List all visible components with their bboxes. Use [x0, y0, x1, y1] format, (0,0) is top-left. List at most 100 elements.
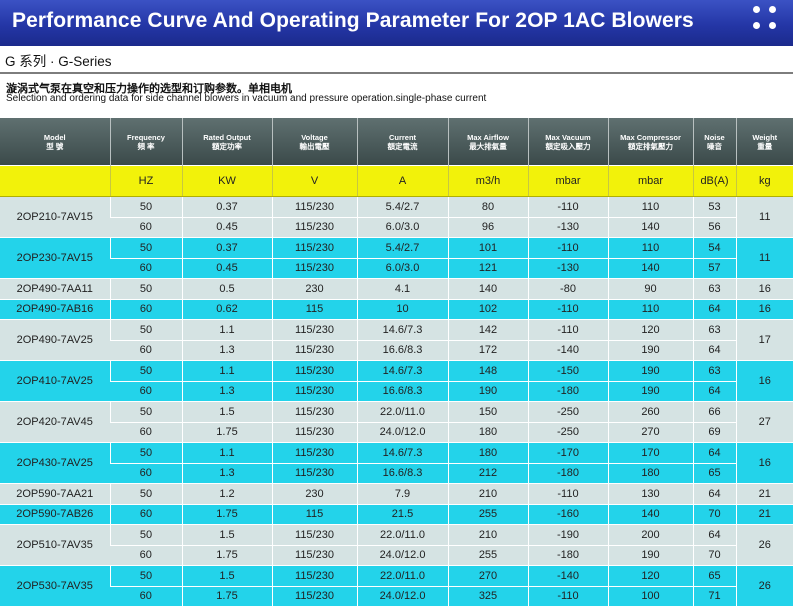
table-row: 60 1.3 115/230 16.6/8.3 212 -180 180 65: [0, 462, 793, 484]
frequency-cell: 50: [109, 196, 182, 217]
output-cell: 1.75: [181, 544, 272, 566]
frequency-cell: 50: [109, 237, 182, 258]
noise-cell: 71: [692, 585, 736, 606]
voltage-cell: 115: [271, 298, 357, 320]
compressor-cell: 110: [607, 237, 693, 258]
noise-cell: 65: [692, 565, 736, 586]
current-cell: 6.0/3.0: [356, 257, 448, 279]
compressor-cell: 200: [607, 524, 693, 545]
current-cell: 5.4/2.7: [356, 196, 448, 217]
model-cell: 2OP590-7AA21: [0, 483, 110, 504]
voltage-cell: 115/230: [271, 380, 357, 402]
voltage-cell: 115/230: [271, 257, 357, 279]
column-header: Max Compressor 額定排氣壓力: [607, 118, 693, 166]
vacuum-cell: -150: [527, 360, 608, 381]
table-row: 60 0.45 115/230 6.0/3.0 121 -130 140 57: [0, 257, 793, 279]
vacuum-cell: -80: [527, 278, 608, 299]
output-cell: 0.45: [181, 216, 272, 238]
noise-cell: 64: [692, 442, 736, 463]
voltage-cell: 115/230: [271, 544, 357, 566]
unit-cell: V: [271, 165, 357, 197]
table-row: 2OP590-7AA21 50 1.2 230 7.9 210 -110 130 64 21: [0, 483, 793, 504]
column-header-en: Rated Output: [203, 132, 251, 142]
voltage-cell: 115/230: [271, 462, 357, 484]
table-row: 60 1.3 115/230 16.6/8.3 172 -140 190 64: [0, 339, 793, 361]
frequency-cell: 60: [110, 380, 182, 402]
column-header-en: Current: [388, 132, 417, 142]
noise-cell: 64: [692, 339, 736, 361]
output-cell: 0.45: [181, 257, 272, 279]
frequency-cell: 60: [110, 585, 182, 606]
vacuum-cell: -110: [527, 298, 608, 320]
table-row: 2OP410-7AV25 50 1.1 115/230 14.6/7.3 148 -150 1…: [0, 360, 793, 402]
airflow-cell: 140: [447, 278, 528, 299]
airflow-cell: 102: [447, 298, 528, 320]
frequency-cell: 50: [109, 401, 182, 422]
noise-cell: 64: [692, 298, 736, 320]
title-banner: Performance Curve And Operating Paramete…: [0, 0, 793, 46]
voltage-cell: 115/230: [271, 442, 357, 463]
unit-cell: mbar: [527, 165, 608, 197]
current-cell: 16.6/8.3: [356, 339, 448, 361]
column-header-cn: 額定吸入壓力: [545, 141, 591, 151]
output-cell: 1.1: [181, 360, 272, 381]
frequency-cell: 60: [110, 216, 182, 238]
model-cell: 2OP420-7AV45: [0, 401, 110, 443]
weight-cell: 11: [735, 196, 793, 238]
output-cell: 1.3: [181, 380, 272, 402]
compressor-cell: 140: [607, 257, 693, 279]
weight-cell: 27: [735, 401, 793, 443]
voltage-cell: 115/230: [271, 565, 357, 586]
voltage-cell: 115/230: [271, 196, 357, 217]
weight-cell: 26: [735, 524, 793, 566]
frequency-cell: 60: [109, 298, 182, 320]
column-header-en: Weight: [752, 132, 778, 142]
current-cell: 6.0/3.0: [356, 216, 448, 238]
airflow-cell: 101: [447, 237, 528, 258]
table-row: 2OP590-7AB26 60 1.75 115 21.5 255 -160 140 70 21: [0, 503, 793, 525]
column-header-cn: 頻 率: [137, 141, 155, 151]
vacuum-cell: -180: [527, 380, 608, 402]
noise-cell: 63: [692, 360, 736, 381]
compressor-cell: 190: [607, 380, 693, 402]
table-row: 60 0.45 115/230 6.0/3.0 96 -130 140 56: [0, 216, 793, 238]
output-cell: 1.3: [181, 462, 272, 484]
noise-cell: 66: [692, 401, 736, 422]
current-cell: 4.1: [356, 278, 448, 299]
compressor-cell: 270: [607, 421, 693, 443]
compressor-cell: 130: [607, 483, 693, 504]
current-cell: 24.0/12.0: [356, 421, 448, 443]
table-row: 2OP510-7AV35 50 1.5 115/230 22.0/11.0 210 -190…: [0, 524, 793, 566]
airflow-cell: 210: [447, 524, 528, 545]
table-row: 2OP430-7AV25 50 1.1 115/230 14.6/7.3 180 -170 1…: [0, 442, 793, 484]
current-cell: 5.4/2.7: [356, 237, 448, 258]
vacuum-cell: -110: [527, 319, 608, 340]
column-header-cn: 輸出電壓: [299, 141, 330, 151]
compressor-cell: 100: [607, 585, 693, 606]
divider: [0, 72, 793, 74]
column-header-en: Noise: [704, 132, 725, 142]
frequency-cell: 60: [109, 503, 182, 525]
vacuum-cell: -110: [527, 585, 608, 606]
output-cell: 1.75: [181, 503, 272, 525]
output-cell: 1.75: [181, 421, 272, 443]
table-row: 2OP490-7AB16 60 0.62 115 10 102 -110 110 64 16: [0, 298, 793, 320]
unit-cell: KW: [181, 165, 272, 197]
unit-cell: m3/h: [447, 165, 528, 197]
vacuum-cell: -250: [527, 401, 608, 422]
column-header: Voltage 輸出電壓: [271, 118, 357, 166]
noise-cell: 57: [692, 257, 736, 279]
model-cell: 2OP230-7AV15: [0, 237, 110, 279]
voltage-cell: 115/230: [271, 360, 357, 381]
weight-cell: 21: [735, 483, 793, 504]
column-header-cn: 額定功率: [212, 141, 242, 151]
column-header: Weight 重量: [735, 118, 793, 166]
noise-cell: 54: [692, 237, 736, 258]
grid-dots-icon[interactable]: [752, 5, 778, 33]
noise-cell: 64: [692, 524, 736, 545]
table-row: 60 1.75 115/230 24.0/12.0 180 -250 270 69: [0, 421, 793, 443]
airflow-cell: 255: [447, 544, 528, 566]
compressor-cell: 110: [607, 298, 693, 320]
frequency-cell: 60: [110, 544, 182, 566]
